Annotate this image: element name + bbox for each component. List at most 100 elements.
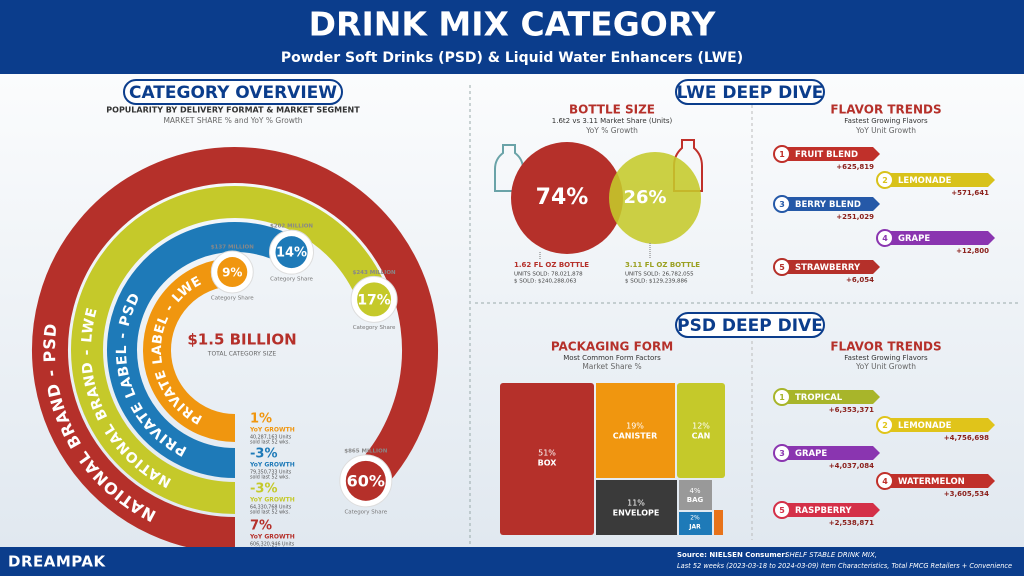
flavor-arrow (782, 390, 880, 404)
rank-badge (876, 472, 894, 490)
rank: 4 (882, 234, 888, 243)
growth-label: YoY GROWTH (249, 427, 295, 434)
tile-share: 19% (626, 422, 644, 431)
rank: 2 (882, 421, 888, 430)
size: $137 MILLION (211, 245, 254, 251)
flavor-arrow (782, 197, 880, 211)
units: sold last 52 wks. (250, 475, 290, 481)
section-title: PSD DEEP DIVE (677, 316, 823, 336)
rank-badge (876, 171, 894, 189)
block-subtitle: Fastest Growing Flavors (844, 354, 928, 362)
share-label: Category Share (344, 509, 387, 515)
rank: 1 (779, 393, 785, 402)
arc (143, 258, 236, 442)
tile (500, 383, 594, 535)
flavor-growth: +625,819 (836, 163, 874, 171)
rank: 3 (779, 200, 785, 209)
tile (596, 480, 677, 535)
growth: 7% (250, 519, 272, 534)
flavor-name: TROPICAL (795, 393, 843, 403)
block-title: BOTTLE SIZE (569, 103, 655, 117)
flavor-name: RASPBERRY (795, 506, 852, 516)
tile-name: JAR (688, 524, 701, 531)
section-note: MARKET SHARE % and YoY % Growth (163, 116, 302, 125)
share-label: Category Share (270, 277, 313, 283)
tile-name: BAG (687, 496, 704, 504)
venn-circle (511, 142, 623, 254)
flavor-name: LEMONADE (898, 421, 952, 431)
tile-share: 11% (627, 499, 645, 508)
growth: 1% (250, 412, 272, 427)
flavor-name: BERRY BLEND (795, 200, 861, 210)
section-pill (123, 79, 343, 105)
bottle-icon (673, 139, 703, 192)
share: 14% (276, 246, 307, 261)
flavor-arrow (782, 260, 880, 274)
section-title: CATEGORY OVERVIEW (129, 83, 337, 103)
tile-share: 51% (538, 449, 556, 458)
tile (714, 510, 723, 535)
flavor-arrow (885, 474, 995, 488)
block-title: FLAVOR TRENDS (830, 103, 941, 117)
tile-share: 12% (692, 422, 710, 431)
share-circle (217, 257, 248, 288)
arc (71, 186, 390, 514)
section-pill (675, 312, 825, 338)
section-title: LWE DEEP DIVE (677, 83, 824, 103)
flavor-growth: +2,538,871 (829, 519, 874, 527)
block-note: YoY Unit Growth (855, 362, 916, 371)
tile-name: CAN (692, 432, 711, 441)
rank-badge (773, 145, 791, 163)
tile (679, 512, 712, 535)
flavor-growth: +4,037,084 (829, 462, 874, 470)
flavor-name: GRAPE (795, 449, 827, 459)
share-circle (345, 460, 386, 501)
flavor-growth: +6,054 (846, 276, 874, 284)
total: $1.5 BILLION (187, 331, 296, 349)
flavor-name: LEMONADE (898, 176, 952, 186)
flavor-name: WATERMELON (898, 477, 965, 487)
growth: -3% (250, 482, 277, 497)
units: 606,320,946 Units (250, 542, 295, 548)
rank-badge (773, 501, 791, 519)
rank: 2 (882, 176, 888, 185)
rank-badge (876, 416, 894, 434)
arc (32, 147, 438, 553)
share-label: Category Share (211, 296, 254, 302)
flavor-arrow (885, 173, 995, 187)
venn-share: 74% (536, 185, 589, 210)
share: 60% (347, 471, 385, 490)
flavor-growth: +12,800 (956, 247, 989, 255)
rank-badge (773, 388, 791, 406)
flavor-name: GRAPE (898, 234, 930, 244)
bottle-units: UNITS SOLD: 78,021,878 (514, 272, 583, 278)
size: $202 MILLION (270, 224, 313, 230)
venn-share: 26% (623, 187, 666, 208)
block-subtitle: 1.6t2 vs 3.11 Market Share (Units) (552, 117, 673, 125)
growth: -3% (250, 447, 277, 462)
subtitle: Powder Soft Drinks (PSD) & Liquid Water … (281, 50, 743, 66)
bottle-name: 1.62 FL OZ BOTTLE (514, 261, 589, 269)
block-note: YoY % Growth (585, 126, 638, 135)
flavor-arrow (885, 418, 995, 432)
units: sold last 52 wks. (250, 510, 290, 516)
growth-label: YoY GROWTH (249, 497, 295, 504)
rank: 4 (882, 477, 888, 486)
rank: 5 (779, 263, 785, 272)
rank-badge (773, 195, 791, 213)
tile-name: ENVELOPE (613, 509, 660, 518)
block-title: FLAVOR TRENDS (830, 340, 941, 354)
bottle-name: 3.11 FL OZ BOTTLE (625, 261, 700, 269)
rank-badge (773, 258, 791, 276)
flavor-growth: +4,756,698 (944, 434, 989, 442)
flavor-arrow (782, 503, 880, 517)
growth-label: YoY GROWTH (249, 534, 295, 541)
bottle-units: UNITS SOLD: 26,782,055 (625, 272, 694, 278)
tile-share: 2% (690, 515, 700, 522)
bottle-dollars: $ SOLD: $240,288,063 (514, 279, 577, 285)
share-circle (357, 282, 392, 317)
flavor-name: STRAWBERRY (795, 263, 861, 273)
block-subtitle: Most Common Form Factors (563, 354, 661, 362)
units: 79,350,733 Units (250, 470, 292, 476)
